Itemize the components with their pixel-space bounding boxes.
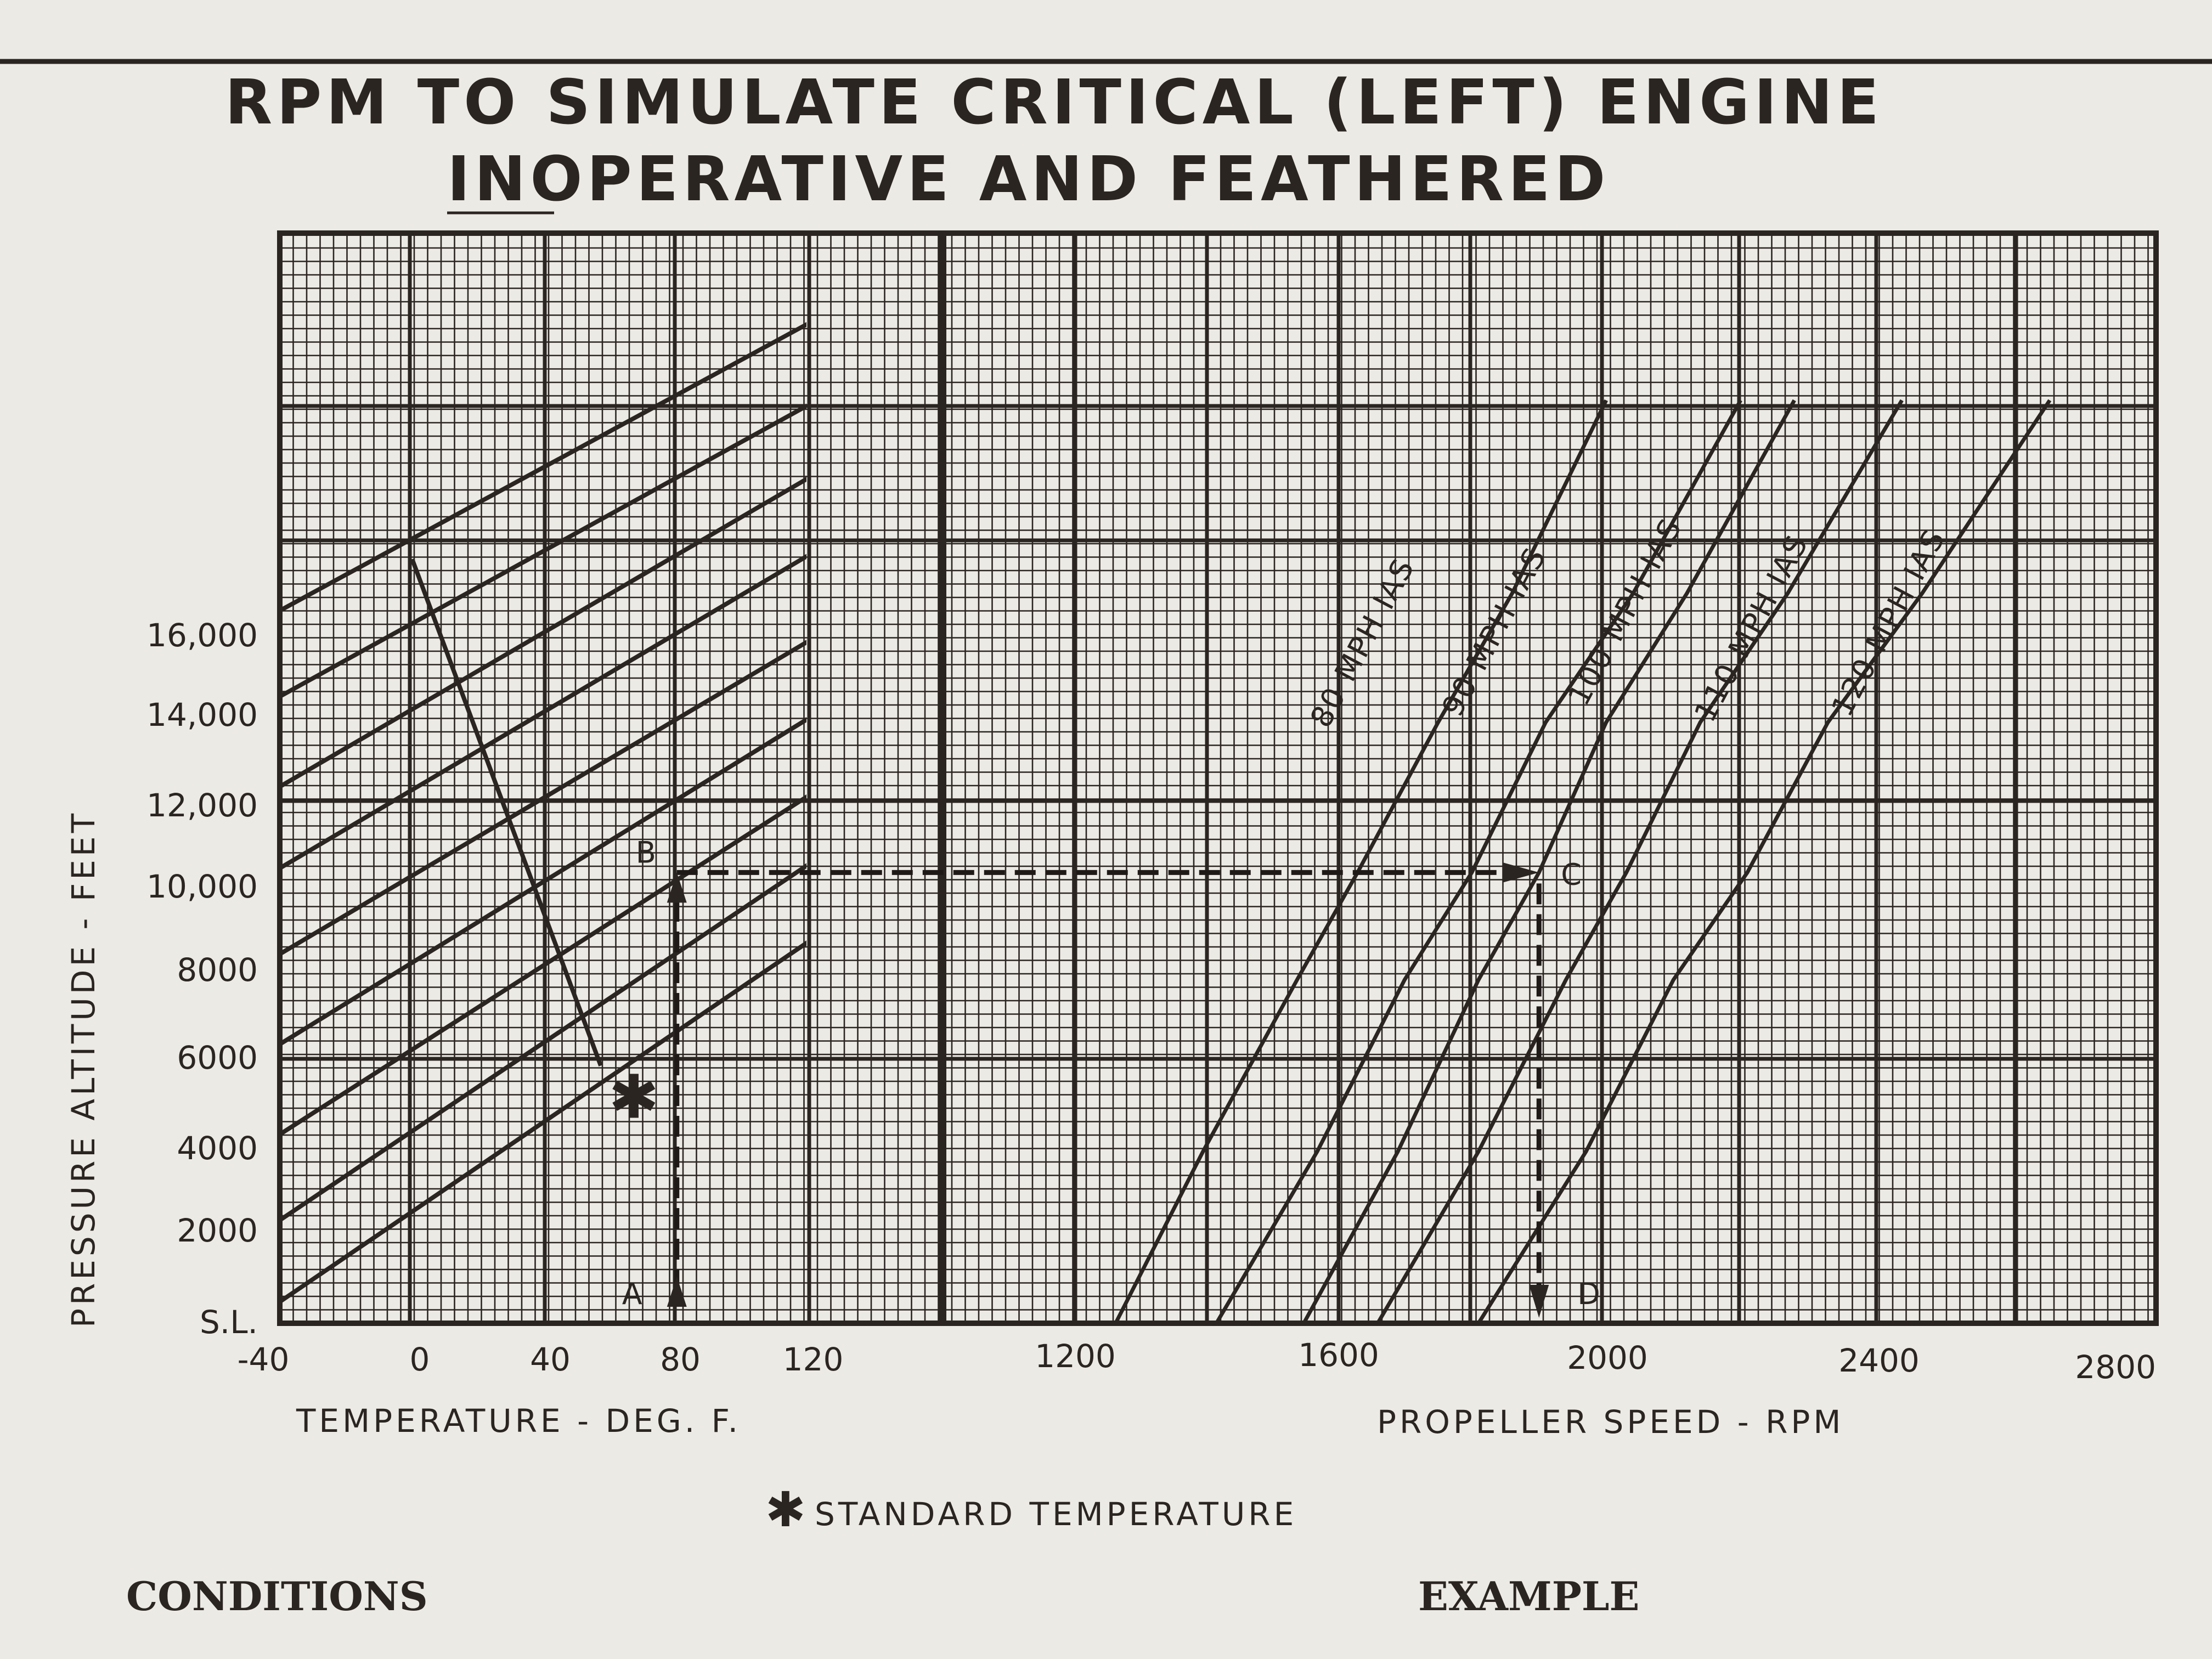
ias-curve-label-0: 80 MPH IAS — [1304, 552, 1421, 733]
y-tick-label: S.L. — [200, 1304, 258, 1341]
ias-curve-label-1: 90 MPH IAS — [1435, 541, 1553, 722]
rpm-tick-label: 2000 — [1567, 1339, 1648, 1376]
y-tick-label: 14,000 — [146, 696, 258, 733]
temperature-guide-line-3 — [280, 717, 806, 1046]
arrow-b — [667, 872, 687, 903]
temperature-tick-label: -40 — [238, 1341, 290, 1378]
example-label-d: D — [1577, 1277, 1600, 1311]
y-tick-label: 6000 — [177, 1039, 258, 1076]
example-label-a: A — [622, 1277, 642, 1311]
grid — [277, 230, 2159, 1326]
temperature-guide-line-0 — [280, 940, 806, 1304]
y-tick-label: 2000 — [177, 1212, 258, 1249]
chart-subtitle: INOPERATIVE AND FEATHERED — [447, 144, 1610, 215]
temperature-tick-label: 120 — [783, 1341, 844, 1378]
temperature-guide-line-4 — [280, 640, 806, 956]
footnote-text: STANDARD TEMPERATURE — [815, 1496, 1297, 1533]
example-label-b: B — [636, 835, 656, 870]
arrow-a — [667, 1277, 687, 1307]
example-label-c: C — [1561, 857, 1582, 891]
temperature-tick-label: 40 — [530, 1341, 571, 1378]
tick-labels: S.L. 2000 4000 6000 8000 10,000 12,000 14,000 16… — [146, 617, 2156, 1386]
conditions-heading: CONDITIONS — [126, 1573, 428, 1620]
ias-curve-1 — [1215, 399, 1742, 1323]
temperature-guide-line-6 — [280, 476, 806, 789]
standard-temperature-line — [410, 558, 603, 1066]
arrow-d — [1529, 1285, 1549, 1318]
standard-temperature-mark: ✱ — [608, 1062, 659, 1132]
rpm-tick-label: 2800 — [2075, 1348, 2156, 1386]
temperature-guide-line-2 — [280, 794, 806, 1137]
y-axis-title: PRESSURE ALTITUDE - FEET — [65, 810, 102, 1328]
temperature-guide-line-5 — [280, 554, 806, 870]
y-tick-label: 10,000 — [146, 868, 258, 905]
y-tick-label: 16,000 — [146, 617, 258, 654]
y-tick-label: 8000 — [177, 951, 258, 989]
rpm-axis-title: PROPELLER SPEED - RPM — [1377, 1403, 1844, 1441]
temperature-guide-line-7 — [280, 403, 806, 699]
y-tick-label: 12,000 — [146, 787, 258, 824]
temperature-axis-title: TEMPERATURE - DEG. F. — [296, 1402, 741, 1440]
arrow-c — [1503, 862, 1539, 883]
y-tick-label: 4000 — [177, 1130, 258, 1167]
ias-curve-3 — [1376, 399, 1904, 1323]
temperature-guide-line-1 — [280, 863, 806, 1222]
ias-curve-2 — [1302, 399, 1796, 1323]
ias-curve-4 — [1477, 399, 2052, 1323]
footnote-symbol: ✱ — [765, 1481, 806, 1538]
temperature-tick-label: 80 — [660, 1341, 701, 1378]
chart-title: RPM TO SIMULATE CRITICAL (LEFT) ENGINE — [225, 67, 1883, 138]
rpm-tick-label: 2400 — [1838, 1342, 1920, 1379]
temperature-guide-line-8 — [280, 321, 806, 613]
temperature-guide-lines: ✱ — [280, 321, 806, 1304]
example-heading: EXAMPLE — [1418, 1573, 1639, 1620]
rpm-tick-label: 1200 — [1035, 1338, 1116, 1375]
example-path: A B C D — [622, 835, 1600, 1318]
temperature-tick-label: 0 — [410, 1341, 430, 1378]
rpm-tick-label: 1600 — [1298, 1336, 1379, 1374]
